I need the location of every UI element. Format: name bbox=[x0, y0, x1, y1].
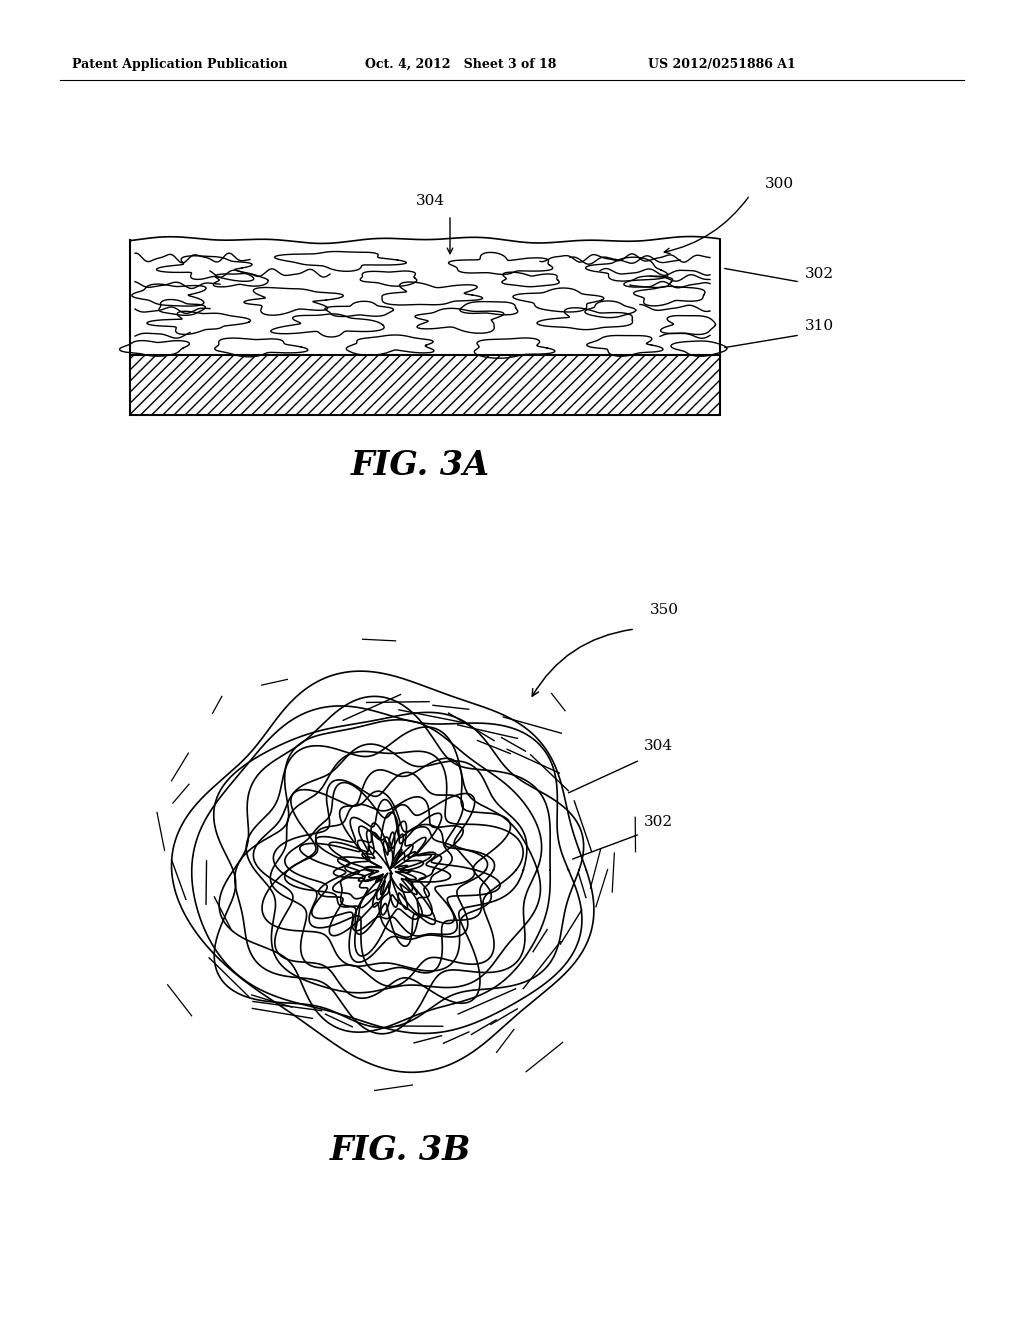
Text: Patent Application Publication: Patent Application Publication bbox=[72, 58, 288, 71]
Text: 302: 302 bbox=[644, 814, 673, 829]
Text: Oct. 4, 2012   Sheet 3 of 18: Oct. 4, 2012 Sheet 3 of 18 bbox=[365, 58, 556, 71]
Text: FIG. 3A: FIG. 3A bbox=[350, 449, 489, 482]
Text: 304: 304 bbox=[644, 739, 673, 752]
Text: 302: 302 bbox=[805, 267, 835, 281]
Text: 304: 304 bbox=[416, 194, 444, 209]
Bar bbox=[130, 355, 720, 414]
Text: 350: 350 bbox=[650, 603, 679, 616]
Text: US 2012/0251886 A1: US 2012/0251886 A1 bbox=[648, 58, 796, 71]
Text: 310: 310 bbox=[805, 319, 835, 333]
Text: FIG. 3B: FIG. 3B bbox=[330, 1134, 471, 1167]
Text: 300: 300 bbox=[765, 177, 795, 191]
